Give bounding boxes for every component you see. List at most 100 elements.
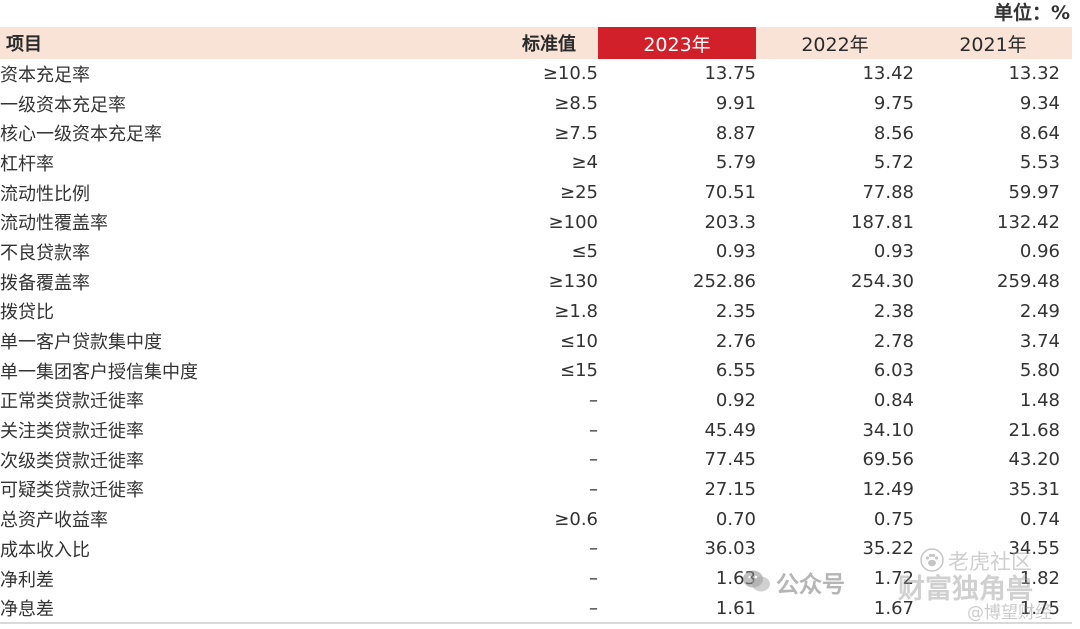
row-standard: ≥25 <box>560 182 598 204</box>
row-value-2023: 45.49 <box>704 419 756 441</box>
row-value-2021: 8.64 <box>1019 122 1060 144</box>
watermark-channel: 财富独角兽 <box>898 574 1033 605</box>
table-row: 核心一级资本充足率 ≥7.5 8.87 8.56 8.64 <box>0 118 1072 148</box>
row-value-2021: 1.82 <box>1019 568 1060 590</box>
row-item: 可疑类贷款迁徙率 <box>0 480 144 502</box>
row-value-2022: 254.30 <box>851 271 914 293</box>
row-value-2021: 35.31 <box>1008 478 1060 500</box>
row-item: 不良贷款率 <box>0 242 90 264</box>
metrics-table: 项目 标准值 2023年 2022年 2021年 资本充足率 ≥10.5 13.… <box>0 27 1072 623</box>
row-value-2021: 3.74 <box>1019 330 1060 352</box>
row-standard: – <box>589 449 598 471</box>
table-row: 总资产收益率 ≥0.6 0.70 0.75 0.74 <box>0 504 1072 534</box>
row-value-2022: 1.67 <box>873 597 914 619</box>
header-year-2021: 2021年 <box>959 33 1027 56</box>
row-value-2021: 21.68 <box>1008 419 1060 441</box>
row-value-2023: 70.51 <box>704 182 756 204</box>
row-value-2021: 1.48 <box>1019 389 1060 411</box>
table-row: 净息差 – 1.61 1.67 1.75 <box>0 593 1072 623</box>
row-value-2021: 5.53 <box>1019 152 1060 174</box>
row-value-2023: 36.03 <box>704 538 756 560</box>
row-item: 流动性比例 <box>0 183 90 205</box>
row-standard: – <box>589 419 598 441</box>
row-standard: ≥8.5 <box>554 93 598 115</box>
row-value-2021: 59.97 <box>1008 182 1060 204</box>
table-row: 流动性比例 ≥25 70.51 77.88 59.97 <box>0 178 1072 208</box>
row-value-2023: 1.63 <box>715 568 756 590</box>
row-value-2022: 8.56 <box>873 122 914 144</box>
table-row: 可疑类贷款迁徙率 – 27.15 12.49 35.31 <box>0 475 1072 505</box>
row-standard: ≤15 <box>560 360 598 382</box>
row-value-2023: 13.75 <box>704 63 756 85</box>
row-value-2022: 2.38 <box>873 300 914 322</box>
row-value-2023: 252.86 <box>693 271 756 293</box>
row-item: 次级类贷款迁徙率 <box>0 450 144 472</box>
row-value-2023: 0.93 <box>715 241 756 263</box>
row-standard: ≥130 <box>548 271 598 293</box>
row-standard: – <box>589 478 598 500</box>
row-value-2022: 2.78 <box>873 330 914 352</box>
row-item: 拨备覆盖率 <box>0 272 90 294</box>
header-standard: 标准值 <box>522 34 576 55</box>
row-value-2023: 8.87 <box>715 122 756 144</box>
row-value-2022: 0.93 <box>873 241 914 263</box>
row-item: 流动性覆盖率 <box>0 213 108 235</box>
row-standard: ≤5 <box>571 241 598 263</box>
table-row: 单一集团客户授信集中度 ≤15 6.55 6.03 5.80 <box>0 356 1072 386</box>
table-row: 次级类贷款迁徙率 – 77.45 69.56 43.20 <box>0 445 1072 475</box>
row-value-2023: 5.79 <box>715 152 756 174</box>
table-row: 杠杆率 ≥4 5.79 5.72 5.53 <box>0 148 1072 178</box>
row-value-2022: 34.10 <box>862 419 914 441</box>
row-item: 单一集团客户授信集中度 <box>0 361 198 383</box>
table-row: 正常类贷款迁徙率 – 0.92 0.84 1.48 <box>0 386 1072 416</box>
row-item: 关注类贷款迁徙率 <box>0 421 144 443</box>
table-row: 资本充足率 ≥10.5 13.75 13.42 13.32 <box>0 59 1072 89</box>
row-standard: ≥1.8 <box>554 300 598 322</box>
row-value-2022: 13.42 <box>862 63 914 85</box>
table-row: 关注类贷款迁徙率 – 45.49 34.10 21.68 <box>0 415 1072 445</box>
watermark-wechat: 公众号 <box>776 572 845 598</box>
row-value-2022: 0.84 <box>873 389 914 411</box>
row-value-2023: 77.45 <box>704 449 756 471</box>
row-value-2021: 132.42 <box>997 211 1060 233</box>
row-item: 核心一级资本充足率 <box>0 124 162 146</box>
row-value-2021: 259.48 <box>997 271 1060 293</box>
row-value-2022: 1.72 <box>873 568 914 590</box>
watermark-community: 老虎社区 <box>948 550 1032 574</box>
row-value-2021: 2.49 <box>1019 300 1060 322</box>
row-value-2023: 1.61 <box>715 597 756 619</box>
header-year-2023: 2023年 <box>598 27 756 59</box>
row-item: 杠杆率 <box>0 153 54 175</box>
table-row: 流动性覆盖率 ≥100 203.3 187.81 132.42 <box>0 207 1072 237</box>
row-value-2023: 2.35 <box>715 300 756 322</box>
row-value-2023: 203.3 <box>704 211 756 233</box>
row-value-2021: 5.80 <box>1019 360 1060 382</box>
row-item: 净息差 <box>0 599 54 621</box>
row-item: 正常类贷款迁徙率 <box>0 391 144 413</box>
table-row: 拨备覆盖率 ≥130 252.86 254.30 259.48 <box>0 267 1072 297</box>
row-standard: ≥7.5 <box>554 122 598 144</box>
row-value-2023: 9.91 <box>715 93 756 115</box>
row-standard: ≥100 <box>548 211 598 233</box>
row-standard: – <box>589 389 598 411</box>
row-value-2022: 6.03 <box>873 360 914 382</box>
table-row: 不良贷款率 ≤5 0.93 0.93 0.96 <box>0 237 1072 267</box>
tiger-paw-icon <box>920 548 944 572</box>
row-standard: ≥0.6 <box>554 508 598 530</box>
row-standard: – <box>589 568 598 590</box>
wechat-icon <box>743 570 770 592</box>
table-row: 拨贷比 ≥1.8 2.35 2.38 2.49 <box>0 297 1072 327</box>
row-standard: ≥4 <box>571 152 598 174</box>
header-year-2022: 2022年 <box>801 33 869 56</box>
bottom-rule <box>0 622 1072 624</box>
table-row: 成本收入比 – 36.03 35.22 34.55 <box>0 534 1072 564</box>
row-value-2022: 187.81 <box>851 211 914 233</box>
row-standard: ≤10 <box>560 330 598 352</box>
row-value-2023: 0.70 <box>715 508 756 530</box>
row-value-2023: 2.76 <box>715 330 756 352</box>
row-item: 单一客户贷款集中度 <box>0 332 162 354</box>
watermark-handle: @博望财经 <box>967 603 1052 623</box>
row-value-2022: 35.22 <box>862 538 914 560</box>
header-item: 项目 <box>6 34 42 55</box>
row-value-2023: 6.55 <box>715 360 756 382</box>
